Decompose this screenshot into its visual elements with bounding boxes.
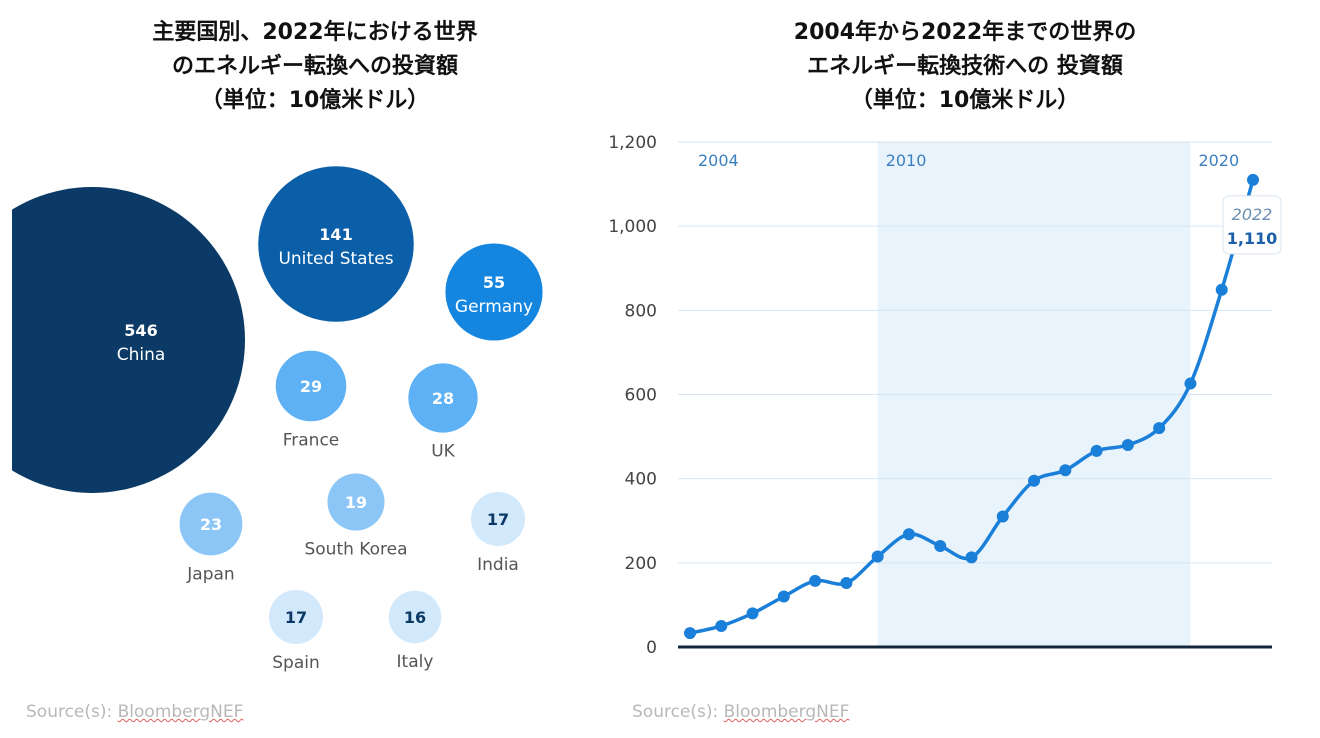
line-chart: 0 200 400 600 800 1,000 1,200 2004 2010 2020 2022 1… xyxy=(0,0,1320,700)
source-link[interactable]: BloombergNEF xyxy=(724,702,850,722)
y-tick-label: 800 xyxy=(625,301,657,321)
data-point-2013[interactable] xyxy=(966,551,978,563)
y-tick-label: 400 xyxy=(625,470,657,490)
data-point-2017[interactable] xyxy=(1091,445,1103,457)
source-link[interactable]: BloombergNEF xyxy=(118,702,244,722)
y-tick-label: 1,200 xyxy=(608,133,657,153)
data-point-2008[interactable] xyxy=(809,575,821,587)
y-tick-label: 600 xyxy=(625,386,657,406)
x-marker-label: 2020 xyxy=(1198,151,1239,170)
data-point-2007[interactable] xyxy=(778,591,790,603)
data-point-2006[interactable] xyxy=(747,607,759,619)
source-prefix: Source(s): xyxy=(26,702,118,722)
data-point-2019[interactable] xyxy=(1153,422,1165,434)
data-point-2021[interactable] xyxy=(1216,284,1228,296)
x-marker-label: 2004 xyxy=(698,151,739,170)
data-point-2009[interactable] xyxy=(840,577,852,589)
data-point-2010[interactable] xyxy=(872,551,884,563)
y-tick-label: 0 xyxy=(646,638,657,658)
x-marker-label: 2010 xyxy=(886,151,927,170)
data-point-2005[interactable] xyxy=(715,620,727,632)
data-point-2018[interactable] xyxy=(1122,439,1134,451)
data-point-2016[interactable] xyxy=(1059,464,1071,476)
bubble-chart-source: Source(s): BloombergNEF xyxy=(26,702,243,722)
data-point-2014[interactable] xyxy=(997,511,1009,523)
callout-year: 2022 xyxy=(1232,205,1273,224)
data-point-2022[interactable] xyxy=(1247,174,1259,186)
data-point-2004[interactable] xyxy=(684,627,696,639)
data-point-2012[interactable] xyxy=(934,540,946,552)
y-tick-label: 200 xyxy=(625,554,657,574)
line-chart-source: Source(s): BloombergNEF xyxy=(632,702,849,722)
data-point-2011[interactable] xyxy=(903,528,915,540)
callout-value: 1,110 xyxy=(1227,229,1278,248)
data-point-2020[interactable] xyxy=(1184,378,1196,390)
y-tick-label: 1,000 xyxy=(608,217,657,237)
data-point-2015[interactable] xyxy=(1028,475,1040,487)
source-prefix: Source(s): xyxy=(632,702,724,722)
